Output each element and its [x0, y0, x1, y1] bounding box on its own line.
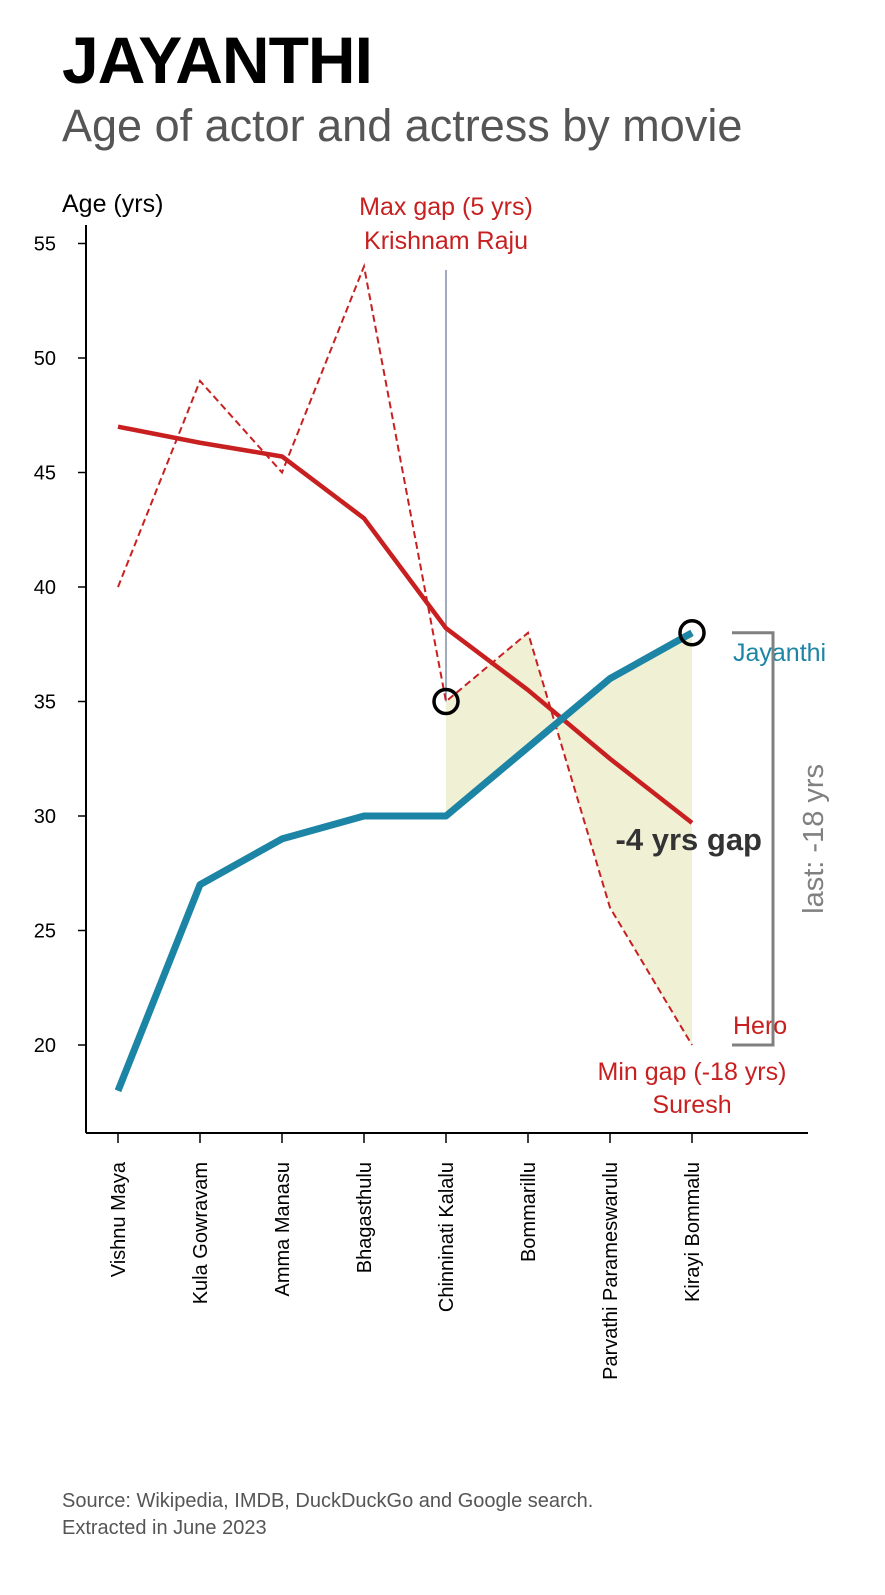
x-tick-label: Chinninati Kalalu [436, 1162, 458, 1312]
x-tick-label: Kula Gowravam [190, 1162, 212, 1304]
line-chart: 20 25 30 35 40 45 50 55 Age (yrs) Vishnu Maya Kula… [34, 190, 830, 1380]
series-line-hero [117, 262, 693, 1046]
source-line-2: Extracted in June 2023 [62, 1517, 267, 1539]
max-gap-name: Krishnam Raju [364, 227, 528, 255]
source-note: Source: Wikipedia, IMDB, DuckDuckGo and … [62, 1488, 593, 1542]
x-tick-label: Bhagasthulu [354, 1162, 376, 1273]
x-tick-label: Bommarillu [518, 1162, 540, 1262]
min-gap-name: Suresh [652, 1091, 731, 1119]
gap-area [446, 632, 692, 1045]
y-tick-label: 35 [34, 692, 56, 714]
legend-label-hero: Hero [733, 1012, 787, 1040]
source-line-1: Source: Wikipedia, IMDB, DuckDuckGo and … [62, 1490, 594, 1512]
x-tick-label: Parvathi Parameswarulu [600, 1162, 622, 1380]
max-gap-label: Max gap (5 yrs) [359, 193, 533, 221]
series-line-hero-trend [117, 424, 694, 825]
y-tick-label: 25 [34, 921, 56, 943]
y-tick-label: 30 [34, 806, 56, 828]
gap-value-label: -4 yrs gap [616, 822, 762, 857]
chart-subtitle: Age of actor and actress by movie [62, 100, 743, 151]
chart-title: JAYANTHI [62, 23, 373, 97]
last-gap-bracket [732, 631, 775, 1047]
y-tick-label: 50 [34, 348, 56, 370]
max-gap-point-marker [432, 687, 460, 716]
x-tick-label: Amma Manasu [272, 1162, 294, 1297]
legend-label-jayanthi: Jayanthi [733, 639, 826, 667]
x-tick-label: Vishnu Maya [108, 1161, 130, 1277]
last-actress-point-marker [678, 619, 706, 647]
y-tick-label: 20 [34, 1035, 56, 1057]
min-gap-label: Min gap (-18 yrs) [598, 1058, 787, 1086]
y-axis-label: Age (yrs) [62, 190, 163, 218]
series-line-jayanthi [114, 629, 694, 1093]
x-tick-label: Kirayi Bommalu [682, 1162, 704, 1302]
last-gap-label: last: -18 yrs [798, 764, 830, 914]
y-tick-label: 45 [34, 463, 56, 485]
y-tick-label: 40 [34, 577, 56, 599]
y-tick-label: 55 [34, 234, 56, 256]
